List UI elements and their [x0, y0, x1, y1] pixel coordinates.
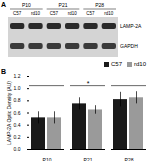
svg-text:0.0: 0.0 — [14, 146, 21, 152]
svg-text:A: A — [1, 1, 6, 8]
svg-text:rd10: rd10 — [68, 11, 78, 16]
svg-text:0.6: 0.6 — [14, 110, 21, 116]
svg-text:LAMP-2A: LAMP-2A — [120, 23, 142, 29]
svg-text:P10: P10 — [43, 157, 52, 161]
html-text:C57: C57 — [111, 61, 122, 67]
svg-text:P28: P28 — [125, 157, 134, 161]
html-text:rd10: rd10 — [134, 61, 146, 67]
svg-text:P28: P28 — [95, 2, 104, 8]
svg-text:0.4: 0.4 — [14, 122, 21, 128]
svg-text:C57: C57 — [86, 11, 95, 16]
svg-text:rd10: rd10 — [104, 11, 114, 16]
svg-text:rd10: rd10 — [31, 11, 41, 16]
svg-text:0.8: 0.8 — [14, 97, 21, 103]
svg-text:1.2: 1.2 — [14, 73, 21, 79]
svg-text:*: * — [87, 80, 90, 87]
svg-text:C57: C57 — [50, 11, 59, 16]
svg-text:C57: C57 — [13, 11, 22, 16]
svg-text:0.2: 0.2 — [14, 134, 21, 140]
svg-text:P21: P21 — [84, 157, 93, 161]
svg-text:P10: P10 — [22, 2, 31, 8]
svg-text:P21: P21 — [59, 2, 68, 8]
svg-text:GAPDH: GAPDH — [120, 43, 138, 49]
svg-text:1.0: 1.0 — [14, 85, 21, 91]
svg-text:LAMP-2A Optic Density (AU): LAMP-2A Optic Density (AU) — [6, 81, 12, 145]
html-text:B: B — [1, 68, 7, 75]
